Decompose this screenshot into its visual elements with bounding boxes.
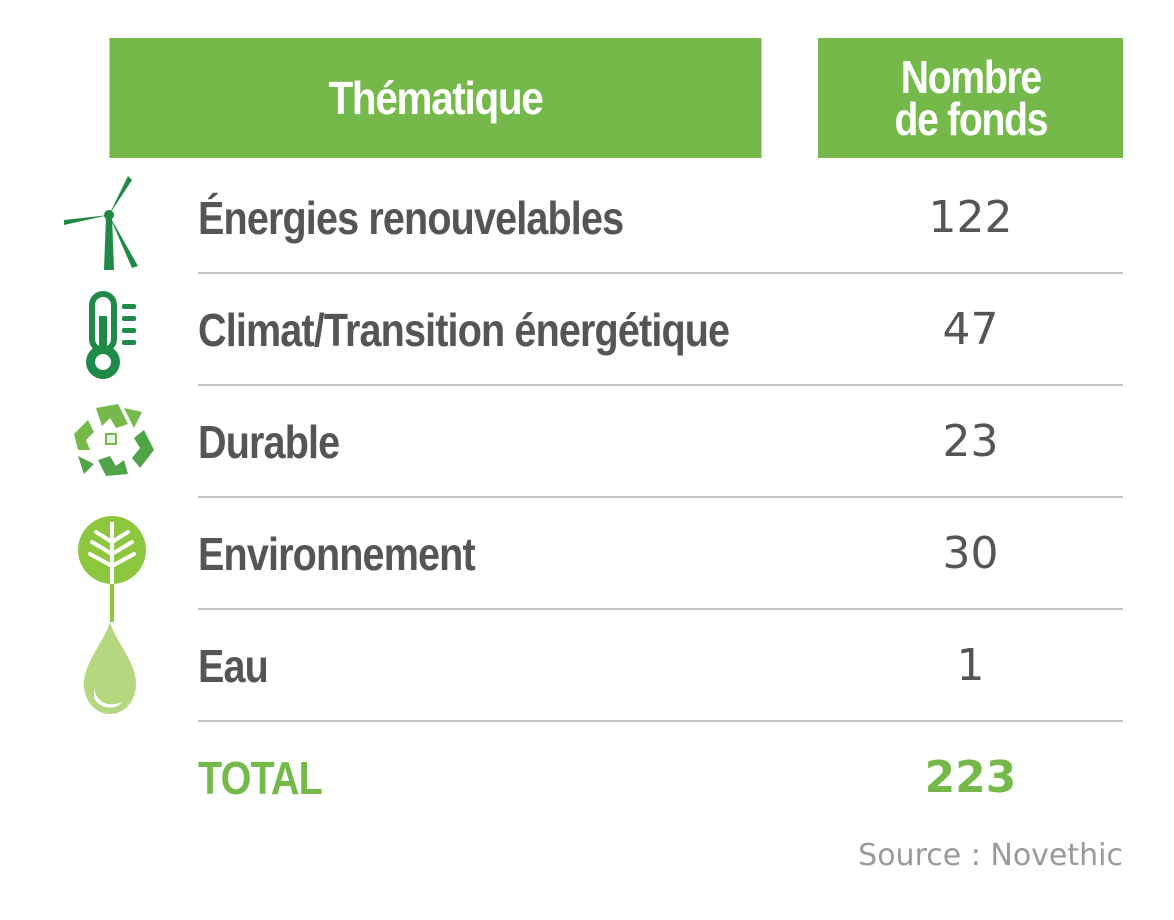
- row-divider: [198, 720, 1123, 722]
- table-row: Énergies renouvelables 122: [0, 162, 1174, 274]
- table-row: Environnement 30: [0, 498, 1174, 622]
- header-thematique-label: Thématique: [328, 72, 544, 124]
- table-row: Durable 23: [0, 386, 1174, 498]
- total-label: TOTAL: [198, 752, 323, 804]
- row-value: 23: [942, 416, 999, 467]
- header-thematique: Thématique: [109, 38, 762, 158]
- table-row: Climat/Transition énergétique 47: [0, 274, 1174, 386]
- row-divider: [198, 272, 1123, 274]
- row-label: Durable: [198, 416, 340, 468]
- thermometer-icon: [62, 282, 162, 382]
- header-nombre-de-fonds: Nombre de fonds: [818, 38, 1123, 158]
- total-row: TOTAL 223: [0, 722, 1174, 834]
- total-value: 223: [924, 752, 1017, 803]
- header-count-line2: de fonds: [894, 93, 1048, 145]
- tree-icon: [62, 512, 162, 622]
- table-row: Eau 1: [0, 610, 1174, 722]
- row-value: 1: [956, 640, 985, 691]
- row-divider: [198, 384, 1123, 386]
- wind-turbine-icon: [62, 170, 162, 270]
- recycle-icon: [62, 394, 162, 494]
- source-note: Source : Novethic: [858, 838, 1123, 873]
- row-label: Eau: [198, 640, 269, 692]
- row-label: Environnement: [198, 528, 476, 580]
- row-divider: [198, 496, 1123, 498]
- row-value: 30: [942, 528, 999, 579]
- water-drop-icon: [62, 618, 162, 718]
- row-value: 47: [942, 304, 999, 355]
- row-label: Climat/Transition énergétique: [198, 304, 730, 356]
- row-value: 122: [928, 192, 1013, 243]
- header-count-line1: Nombre: [900, 51, 1041, 103]
- row-divider: [198, 608, 1123, 610]
- row-label: Énergies renouvelables: [198, 192, 624, 244]
